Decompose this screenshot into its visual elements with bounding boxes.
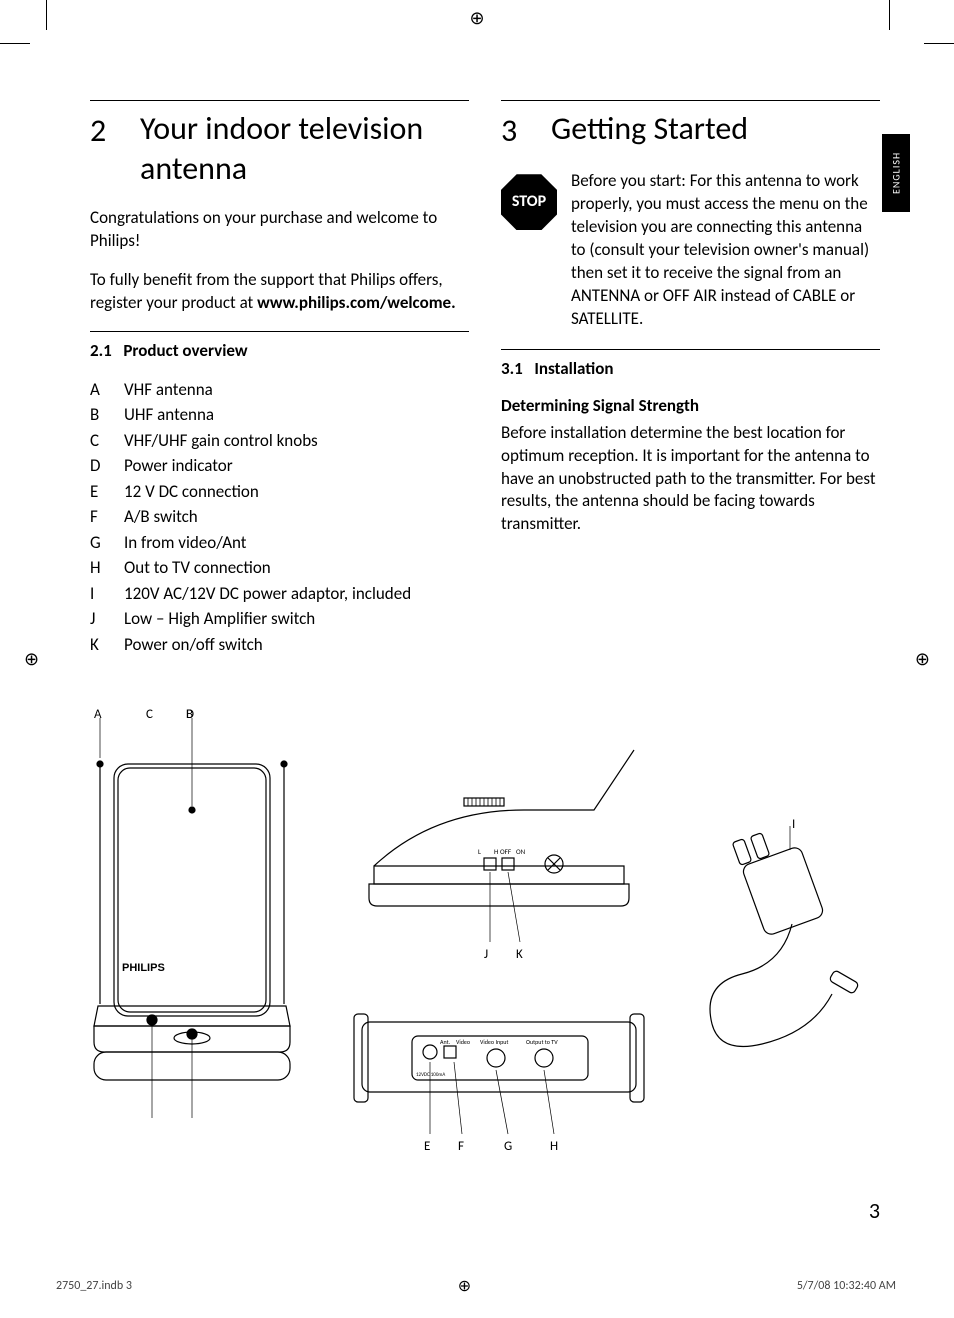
svg-text:Video Input: Video Input bbox=[480, 1038, 508, 1046]
diagram-side-back-view: L H OFF ON Ant. Video Video Input Output… bbox=[344, 746, 654, 1146]
diagram-label-A: A bbox=[94, 706, 102, 724]
column-right: 3 Getting Started STOP Before you start:… bbox=[501, 96, 880, 657]
registration-url: www.philips.com/welcome. bbox=[257, 292, 456, 313]
product-overview-list: A VHF antenna B UHF antenna C VHF/UHF gain co… bbox=[90, 377, 469, 658]
overview-item-value: 120V AC/12V DC power adaptor, included bbox=[124, 581, 411, 607]
overview-item-key: A bbox=[90, 377, 108, 403]
svg-text:OFF: OFF bbox=[500, 847, 512, 856]
overview-item: B UHF antenna bbox=[90, 402, 469, 428]
svg-text:H: H bbox=[494, 847, 498, 856]
print-footer: 2750_27.indb 3 ⊕ 5/7/08 10:32:40 AM bbox=[56, 1278, 896, 1300]
svg-text:L: L bbox=[478, 847, 481, 856]
overview-item: A VHF antenna bbox=[90, 377, 469, 403]
overview-item: J Low – High Amplifier switch bbox=[90, 606, 469, 632]
chapter-number: 3 bbox=[501, 109, 525, 152]
diagram-label-E: E bbox=[424, 1138, 430, 1156]
diagrams-area: PHILIPS A B C D bbox=[90, 706, 880, 1156]
stop-text: Before you start: For this antenna to wo… bbox=[571, 170, 880, 331]
registration-mark-icon: ⊕ bbox=[458, 1276, 471, 1298]
language-tab: ENGLISH bbox=[882, 134, 910, 212]
subsection-text: Before installation determine the best l… bbox=[501, 422, 880, 537]
overview-item: G In from video/Ant bbox=[90, 530, 469, 556]
svg-text:Video: Video bbox=[456, 1038, 470, 1046]
section-heading-3-1: 3.1 Installation bbox=[501, 349, 880, 381]
overview-item-value: VHF antenna bbox=[124, 377, 213, 403]
diagram-label-J: J bbox=[484, 946, 488, 964]
overview-item-value: Power on/off switch bbox=[124, 632, 263, 658]
diagram-power-adaptor bbox=[680, 826, 880, 1076]
diagram-label-C: C bbox=[146, 706, 153, 724]
overview-item-key: C bbox=[90, 428, 108, 454]
registration-mark-icon: ⊕ bbox=[915, 647, 954, 671]
intro-paragraph-2: To fully benefit from the support that P… bbox=[90, 269, 469, 315]
intro-paragraph-1: Congratulations on your purchase and wel… bbox=[90, 207, 469, 253]
overview-item-value: In from video/Ant bbox=[124, 530, 247, 556]
overview-item-value: A/B switch bbox=[124, 504, 198, 530]
overview-item-value: Low – High Amplifier switch bbox=[124, 606, 315, 632]
overview-item-key: K bbox=[90, 632, 108, 658]
svg-text:ON: ON bbox=[516, 847, 526, 856]
diagram-label-G: G bbox=[504, 1138, 512, 1156]
crop-marks-top: ⊕ bbox=[0, 0, 954, 30]
overview-item-value: UHF antenna bbox=[124, 402, 214, 428]
registration-mark-icon: ⊕ bbox=[469, 6, 484, 30]
footer-filename: 2750_27.indb 3 bbox=[56, 1278, 132, 1300]
diagram-label-F: F bbox=[458, 1138, 464, 1156]
overview-item-key: H bbox=[90, 555, 108, 581]
svg-text:12VDC 100mA: 12VDC 100mA bbox=[416, 1072, 445, 1078]
chapter-heading-3: 3 Getting Started bbox=[501, 109, 880, 152]
overview-item-key: E bbox=[90, 479, 108, 505]
svg-text:Ant.: Ant. bbox=[440, 1038, 451, 1046]
overview-item: E 12 V DC connection bbox=[90, 479, 469, 505]
diagram-label-D: D bbox=[186, 706, 194, 724]
overview-item-key: G bbox=[90, 530, 108, 556]
overview-item-key: B bbox=[90, 402, 108, 428]
stop-callout: STOP Before you start: For this antenna … bbox=[501, 170, 880, 331]
subsection-heading: Determining Signal Strength bbox=[501, 395, 880, 418]
overview-item: H Out to TV connection bbox=[90, 555, 469, 581]
diagram-label-K: K bbox=[516, 946, 523, 964]
overview-item: K Power on/off switch bbox=[90, 632, 469, 658]
section-heading-2-1: 2.1 Product overview bbox=[90, 331, 469, 363]
stop-icon: STOP bbox=[501, 174, 557, 230]
footer-timestamp: 5/7/08 10:32:40 AM bbox=[797, 1278, 896, 1300]
brand-label: PHILIPS bbox=[122, 962, 165, 974]
overview-item-value: 12 V DC connection bbox=[124, 479, 259, 505]
page-content: ENGLISH 2 Your indoor television antenna… bbox=[90, 96, 880, 1216]
overview-item: D Power indicator bbox=[90, 453, 469, 479]
overview-item: C VHF/UHF gain control knobs bbox=[90, 428, 469, 454]
registration-mark-icon: ⊕ bbox=[0, 647, 39, 671]
chapter-number: 2 bbox=[90, 109, 114, 152]
page-number: 3 bbox=[869, 1196, 880, 1226]
overview-item-value: Power indicator bbox=[124, 453, 233, 479]
overview-item-key: J bbox=[90, 606, 108, 632]
diagram-front-view: PHILIPS bbox=[80, 706, 320, 1156]
column-left: 2 Your indoor television antenna Congrat… bbox=[90, 96, 469, 657]
chapter-title: Getting Started bbox=[551, 109, 748, 149]
overview-item: F A/B switch bbox=[90, 504, 469, 530]
overview-item-value: VHF/UHF gain control knobs bbox=[124, 428, 318, 454]
chapter-heading-2: 2 Your indoor television antenna bbox=[90, 109, 469, 189]
chapter-title: Your indoor television antenna bbox=[140, 109, 469, 189]
overview-item-value: Out to TV connection bbox=[124, 555, 271, 581]
svg-text:Output to TV: Output to TV bbox=[526, 1038, 558, 1046]
overview-item-key: I bbox=[90, 581, 108, 607]
diagram-label-I: I bbox=[792, 816, 795, 834]
overview-item: I 120V AC/12V DC power adaptor, included bbox=[90, 581, 469, 607]
overview-item-key: F bbox=[90, 504, 108, 530]
overview-item-key: D bbox=[90, 453, 108, 479]
diagram-label-H: H bbox=[550, 1138, 558, 1156]
